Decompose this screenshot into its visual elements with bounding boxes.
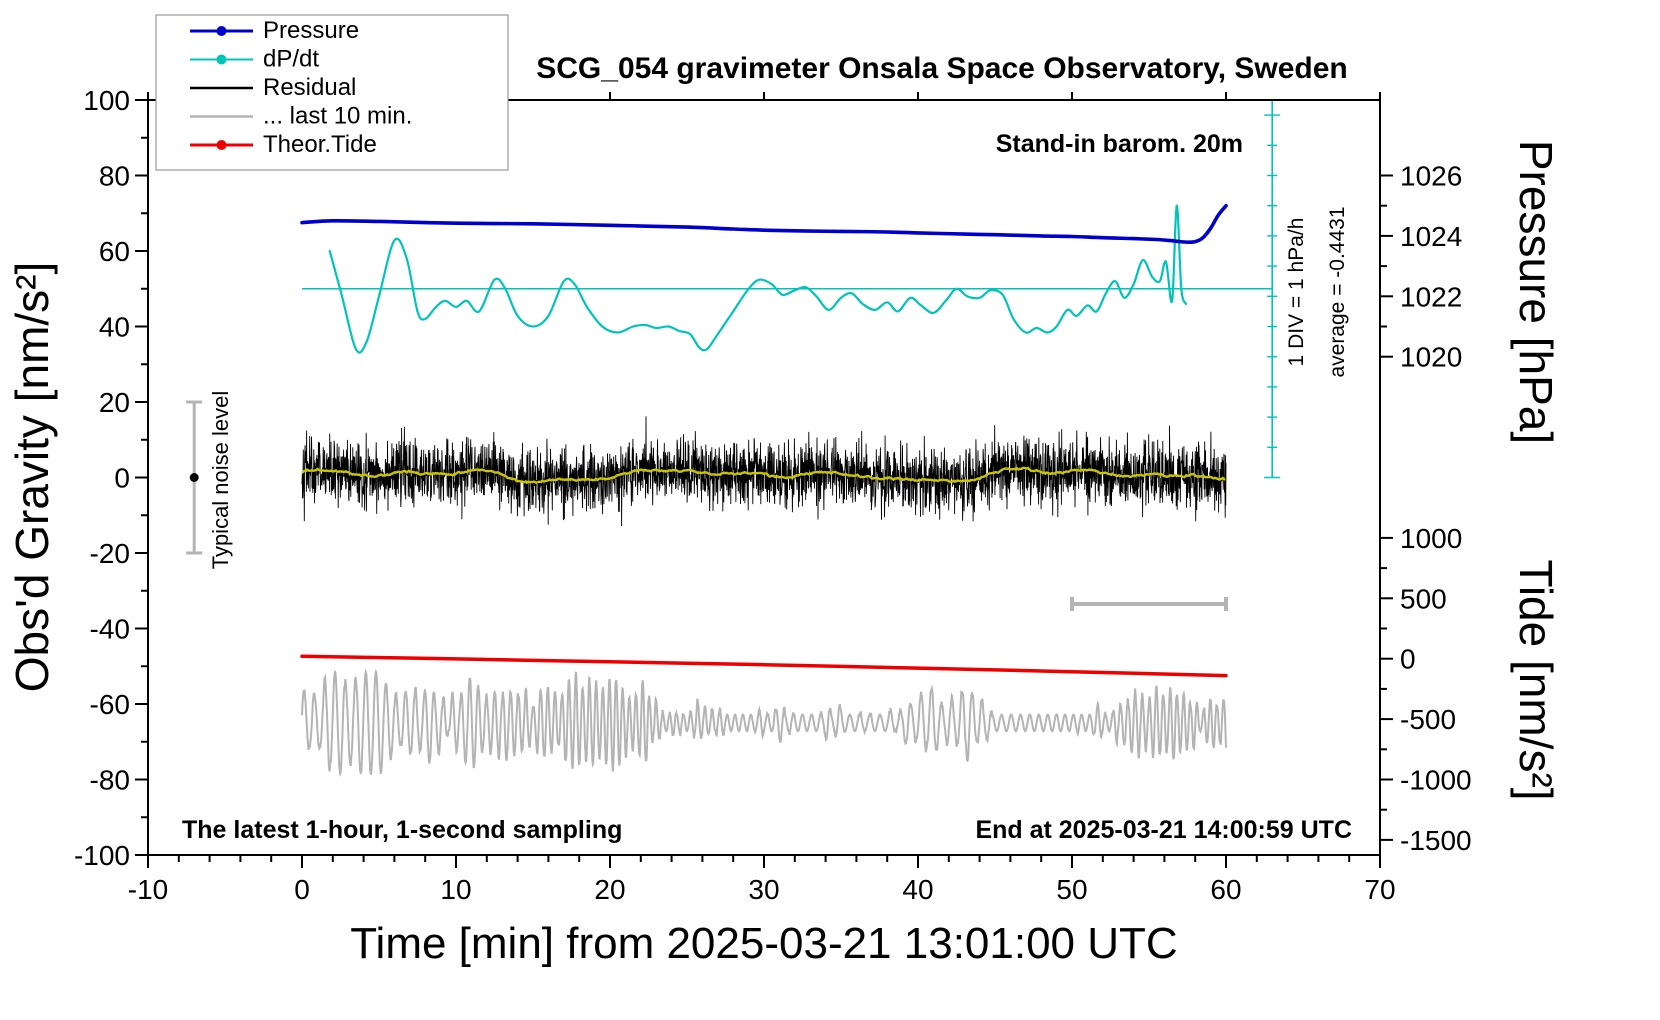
y-tick-label: -20	[90, 538, 130, 569]
annotation-noise-level: Typical noise level	[208, 391, 233, 570]
microseism-line	[301, 668, 1227, 777]
pressure-line	[300, 203, 1228, 245]
x-tick-label: 70	[1364, 874, 1395, 905]
tide-line	[300, 654, 1228, 678]
y-tick-label: -100	[74, 840, 130, 871]
legend-marker-dot	[216, 140, 227, 150]
pressure-tick-label: 1024	[1400, 221, 1462, 252]
y-tick-label: 100	[83, 85, 130, 116]
y-tick-label: -80	[90, 765, 130, 796]
y-axis-label-pressure: Pressure [hPa]	[1510, 140, 1562, 444]
x-tick-label: 60	[1210, 874, 1241, 905]
x-tick-label: 30	[748, 874, 779, 905]
chart-title: SCG_054 gravimeter Onsala Space Observat…	[536, 52, 1348, 85]
axis-ticks: -10 0 10 20 30 40 50 60 70-100-80-60-40-20020406…	[74, 85, 1472, 905]
tide-tick-label: 0	[1400, 644, 1416, 675]
legend-item-label: dP/dt	[263, 46, 319, 73]
y-tick-label: 20	[99, 387, 130, 418]
legend-item-label: Pressure	[263, 17, 359, 44]
noise-error-bar-dot	[189, 473, 199, 482]
y-tick-label: 40	[99, 312, 130, 343]
annotation-average: average = -0.4431	[1326, 206, 1349, 377]
annotation-sampling: The latest 1-hour, 1-second sampling	[182, 816, 622, 844]
legend-item-label: Residual	[263, 74, 356, 101]
legend-item-label: Theor.Tide	[263, 131, 377, 158]
y-tick-label: 60	[99, 236, 130, 267]
x-axis-label: Time [min] from 2025-03-21 13:01:00 UTC	[350, 919, 1177, 968]
residual-line	[301, 416, 1227, 527]
x-tick-label: 50	[1056, 874, 1087, 905]
tide-tick-label: -1500	[1400, 825, 1472, 856]
y-tick-label: -60	[90, 689, 130, 720]
dpdt-line	[328, 204, 1188, 354]
plot-curves	[300, 203, 1228, 777]
y-axis-label-gravity: Obs'd Gravity [nm/s²]	[6, 262, 58, 693]
y-tick-label: 0	[114, 463, 130, 494]
x-tick-label: -10	[128, 874, 168, 905]
tide-tick-label: -1000	[1400, 765, 1472, 796]
annotation-barometer: Stand-in barom. 20m	[996, 130, 1243, 158]
pressure-tick-label: 1026	[1400, 161, 1462, 192]
tide-tick-label: -500	[1400, 704, 1456, 735]
annotation-end-time: End at 2025-03-21 14:00:59 UTC	[975, 816, 1352, 844]
x-tick-label: 10	[440, 874, 471, 905]
legend-marker-dot	[216, 54, 227, 65]
pressure-tick-label: 1022	[1400, 281, 1462, 312]
annotation-div: 1 DIV = 1 hPa/h	[1285, 218, 1308, 367]
x-tick-label: 0	[294, 874, 310, 905]
legend-marker-dot	[216, 26, 227, 36]
plot-overlays	[186, 100, 1281, 611]
x-tick-label: 20	[594, 874, 625, 905]
tide-tick-label: 1000	[1400, 523, 1462, 554]
legend-item-label: ... last 10 min.	[263, 103, 412, 130]
y-tick-label: -40	[90, 614, 130, 645]
residual-smooth-line	[301, 466, 1226, 485]
x-tick-label: 40	[902, 874, 933, 905]
pressure-tick-label: 1020	[1400, 342, 1462, 373]
y-axis-label-tide: Tide [nm/s²]	[1510, 559, 1562, 800]
y-tick-label: 80	[99, 161, 130, 192]
tide-tick-label: 500	[1400, 583, 1447, 614]
